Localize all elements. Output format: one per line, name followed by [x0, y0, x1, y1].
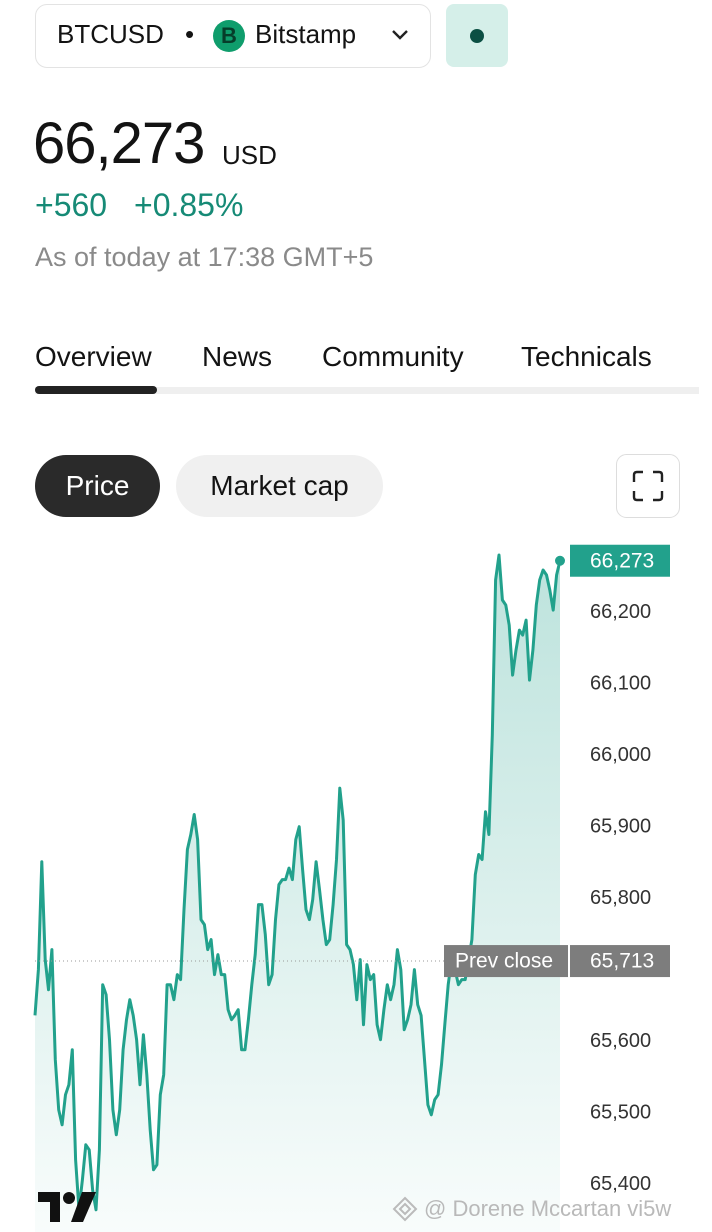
y-tick-label: 65,900 — [590, 816, 651, 838]
exchange: Bitstamp — [255, 19, 357, 49]
area-fill — [35, 555, 560, 1232]
market-cap-button[interactable]: Market cap — [176, 455, 383, 517]
tab[interactable]: Community — [322, 341, 464, 372]
tab-track — [35, 387, 699, 394]
current-value: 66,273 — [590, 549, 654, 572]
tab[interactable]: Technicals — [521, 341, 652, 372]
exchange-icon: B — [213, 20, 245, 52]
y-tick-label: 65,800 — [590, 887, 651, 909]
status-button[interactable] — [446, 4, 508, 67]
chevron — [392, 30, 408, 40]
fullscreen-button[interactable] — [616, 454, 680, 518]
y-tick-label: 65,500 — [590, 1102, 651, 1124]
symbol-selector[interactable] — [35, 4, 431, 68]
prev-close-value-box — [570, 945, 670, 978]
symbol: BTCUSD — [57, 19, 164, 49]
status-dot — [470, 29, 484, 43]
current-value-box — [570, 544, 670, 577]
tab-indicator — [35, 386, 157, 394]
last-point — [555, 555, 565, 566]
price-line — [33, 553, 562, 1212]
prev-close-name-box — [444, 945, 568, 978]
separator: • — [185, 19, 195, 49]
prev-close-value: 65,713 — [590, 950, 654, 973]
y-tick-label: 66,200 — [590, 601, 651, 623]
currency: USD — [222, 140, 277, 170]
y-tick-label: 66,000 — [590, 744, 651, 766]
price-button[interactable]: Price — [35, 455, 160, 517]
y-tick-label: 65,400 — [590, 1173, 651, 1195]
tradingview-logo — [38, 1192, 96, 1222]
watermark: @ Dorene Mccartan vi5w — [424, 1196, 672, 1221]
tab[interactable]: Overview — [35, 341, 152, 372]
as-of: As of today at 17:38 GMT+5 — [35, 242, 374, 272]
y-tick-label: 65,600 — [590, 1030, 651, 1052]
prev-close-name: Prev close — [455, 950, 553, 973]
tab[interactable]: News — [202, 341, 273, 372]
y-tick-label: 66,100 — [590, 673, 651, 695]
change-percent: +0.85% — [134, 187, 244, 223]
watermark-icon — [392, 1196, 418, 1222]
change: +560 — [35, 187, 108, 223]
price: 66,273 — [33, 111, 205, 176]
